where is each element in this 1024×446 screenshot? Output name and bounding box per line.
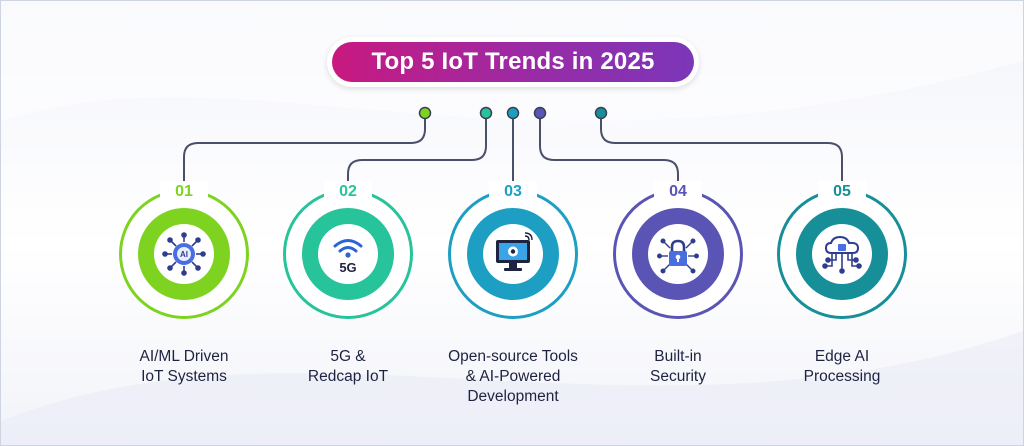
trend-badge: AI — [138, 208, 230, 300]
trend-label-line: IoT Systems — [141, 368, 227, 385]
icon-holder: 5G — [318, 224, 378, 284]
trend-card-01: 01 AI — [119, 181, 249, 319]
connector-dot-01 — [418, 106, 432, 120]
icon-holder: AI — [154, 224, 214, 284]
title-banner: Top 5 IoT Trends in 2025 — [332, 42, 694, 82]
trend-label-05: Edge AI Processing — [752, 347, 932, 387]
connector-dot-05 — [594, 106, 608, 120]
ai-chip-icon: AI — [162, 232, 206, 276]
page-title: Top 5 IoT Trends in 2025 — [371, 48, 655, 75]
title-pill: Top 5 IoT Trends in 2025 — [327, 37, 699, 87]
trend-number: 05 — [818, 181, 866, 203]
trend-label-line: AI/ML Driven — [139, 348, 229, 365]
icon-holder — [648, 224, 708, 284]
trend-number: 02 — [324, 181, 372, 203]
trend-badge — [632, 208, 724, 300]
5g-wifi-icon: 5G — [333, 239, 363, 275]
trend-label-line: Built-in — [654, 348, 702, 365]
padlock-circuit-icon — [657, 238, 700, 274]
ai-chip-text: AI — [180, 250, 188, 259]
trend-label-02: 5G & Redcap IoT — [258, 347, 438, 387]
trend-label-line: Processing — [803, 368, 881, 385]
connector-line-05 — [600, 114, 843, 191]
connector-dot-04 — [533, 106, 547, 120]
trend-label-line: & AI-Powered — [465, 368, 561, 385]
5g-text: 5G — [339, 260, 356, 275]
trend-badge: 5G — [302, 208, 394, 300]
cloud-chip-icon — [822, 235, 862, 274]
icon-holder — [483, 224, 543, 284]
trend-label-line: Redcap IoT — [307, 368, 389, 385]
trend-number: 04 — [654, 181, 702, 203]
connector-line-04 — [539, 114, 679, 191]
monitor-gear-icon — [496, 232, 533, 271]
trend-badge — [796, 208, 888, 300]
trend-label-line: Development — [467, 388, 559, 405]
trend-card-02: 02 5G — [283, 181, 413, 319]
trend-label-01: AI/ML Driven IoT Systems — [94, 347, 274, 387]
trend-label-line: Edge AI — [814, 348, 870, 365]
connector-dot-02 — [479, 106, 493, 120]
trend-label-03: Open-source Tools & AI-Powered Developme… — [423, 347, 603, 407]
connector-line-02 — [347, 114, 487, 191]
trend-card-03: 03 — [448, 181, 578, 319]
trend-number: 03 — [489, 181, 537, 203]
trend-card-05: 05 — [777, 181, 907, 319]
trend-label-04: Built-in Security — [588, 347, 768, 387]
trend-card-04: 04 — [613, 181, 743, 319]
connector-line-01 — [183, 114, 426, 191]
trend-number: 01 — [160, 181, 208, 203]
connector-dot-03 — [506, 106, 520, 120]
trend-label-line: 5G & — [330, 348, 366, 365]
icon-holder — [812, 224, 872, 284]
trend-label-line: Security — [650, 368, 706, 385]
trend-label-line: Open-source Tools — [448, 348, 578, 365]
trend-badge — [467, 208, 559, 300]
